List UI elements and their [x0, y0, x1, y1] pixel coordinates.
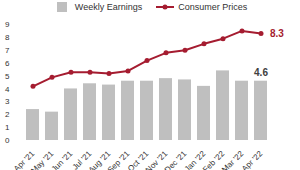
svg-text:4: 4 — [5, 85, 10, 94]
svg-text:6: 6 — [5, 59, 10, 68]
svg-text:1: 1 — [5, 123, 10, 132]
svg-text:2: 2 — [5, 110, 10, 119]
svg-text:7: 7 — [5, 46, 10, 55]
html-text:Weekly Earnings: Weekly Earnings — [74, 2, 143, 12]
svg-text:4.6: 4.6 — [254, 67, 268, 78]
svg-text:8.3: 8.3 — [270, 28, 284, 39]
svg-text:5: 5 — [5, 72, 10, 81]
svg-text:0: 0 — [5, 136, 10, 145]
html-text:Consumer Prices: Consumer Prices — [178, 2, 248, 12]
svg-text:3: 3 — [5, 97, 10, 106]
svg-text:9: 9 — [5, 20, 10, 29]
svg-text:Apr '22: Apr '22 — [240, 149, 265, 170]
svg-text:8: 8 — [5, 33, 10, 42]
